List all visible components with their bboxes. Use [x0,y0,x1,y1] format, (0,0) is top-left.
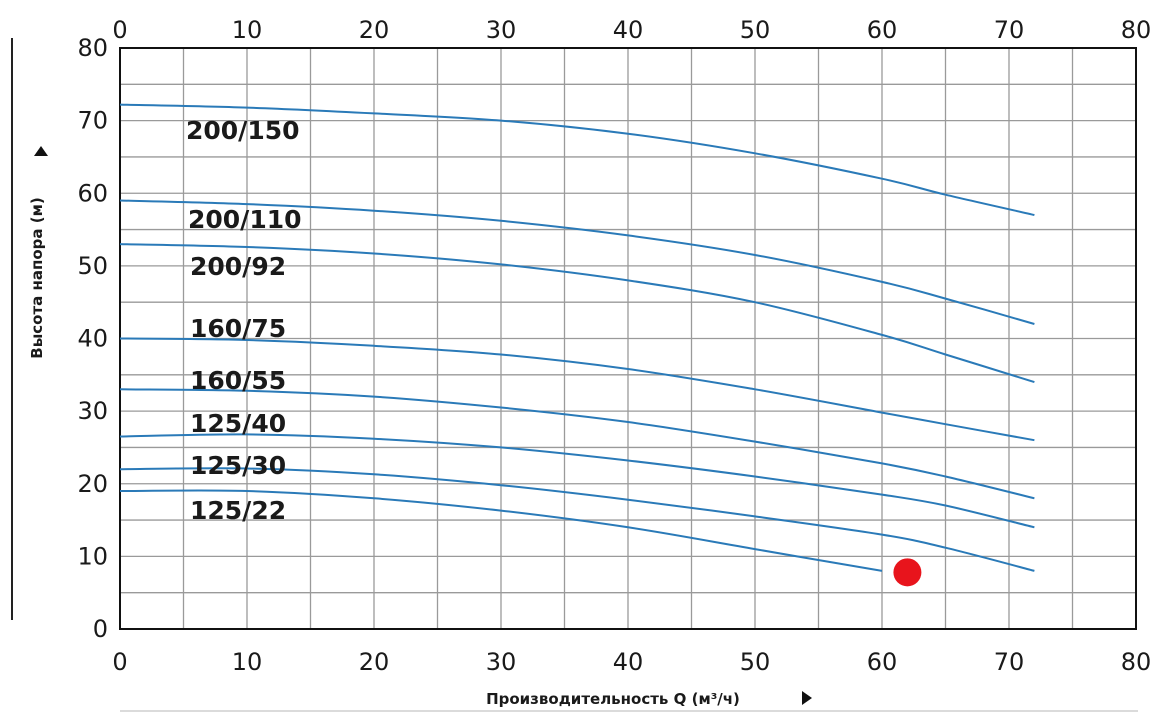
curve-label: 160/75 [190,314,286,343]
curve-label: 200/92 [190,252,286,281]
curve-125-40 [119,433,1035,529]
x-tick-label: 50 [740,648,771,676]
y-axis-title: Высота напора (м) [28,197,46,358]
x-axis-arrow-icon [802,691,812,705]
x-tick-label: 30 [486,648,517,676]
x-tick-label: 0 [112,648,127,676]
curve-125-22 [119,489,883,572]
x-tick-label: 10 [232,648,263,676]
y-tick-label: 20 [77,470,108,498]
curve-200-110 [119,199,1035,325]
curve-label: 125/30 [190,451,286,480]
curve-160-55 [119,388,1035,500]
x-tick-label: 60 [867,648,898,676]
x-top-tick-label: 10 [232,16,263,44]
x-top-tick-label: 60 [867,16,898,44]
y-tick-label: 80 [77,34,108,62]
operating-point-marker [893,558,922,587]
curve-label: 160/55 [190,366,286,395]
curve-label: 200/110 [188,205,302,234]
tick-labels: 0010102020303040405050606070708080010203… [77,16,1151,676]
curve-labels: 200/150 200/110 200/92 160/75 160/55 125/40 12… [186,116,302,525]
x-top-tick-label: 80 [1121,16,1152,44]
curve-200-150 [119,103,1035,216]
x-top-tick-label: 0 [112,16,127,44]
curves [119,103,1035,587]
y-tick-label: 70 [77,107,108,135]
x-top-tick-label: 70 [994,16,1025,44]
x-top-tick-label: 30 [486,16,517,44]
curve-label: 125/40 [190,409,286,438]
x-tick-label: 20 [359,648,390,676]
curve-160-75 [119,337,1035,442]
x-tick-label: 80 [1121,648,1152,676]
x-tick-label: 70 [994,648,1025,676]
y-axis-arrow-icon [34,146,48,156]
x-top-tick-label: 50 [740,16,771,44]
x-top-tick-label: 40 [613,16,644,44]
curve-label: 125/22 [190,496,286,525]
y-tick-label: 0 [93,615,108,643]
y-tick-label: 60 [77,179,108,207]
y-tick-label: 50 [77,252,108,280]
y-tick-label: 30 [77,397,108,425]
curve-125-30 [119,467,1035,572]
x-top-tick-label: 20 [359,16,390,44]
curve-label: 200/150 [186,116,300,145]
curve-200-92 [119,243,1035,384]
y-tick-label: 40 [77,325,108,353]
x-tick-label: 40 [613,648,644,676]
y-tick-label: 10 [77,542,108,570]
x-axis-title: Производительность Q (м³/ч) [486,690,740,708]
grid [119,47,1137,630]
